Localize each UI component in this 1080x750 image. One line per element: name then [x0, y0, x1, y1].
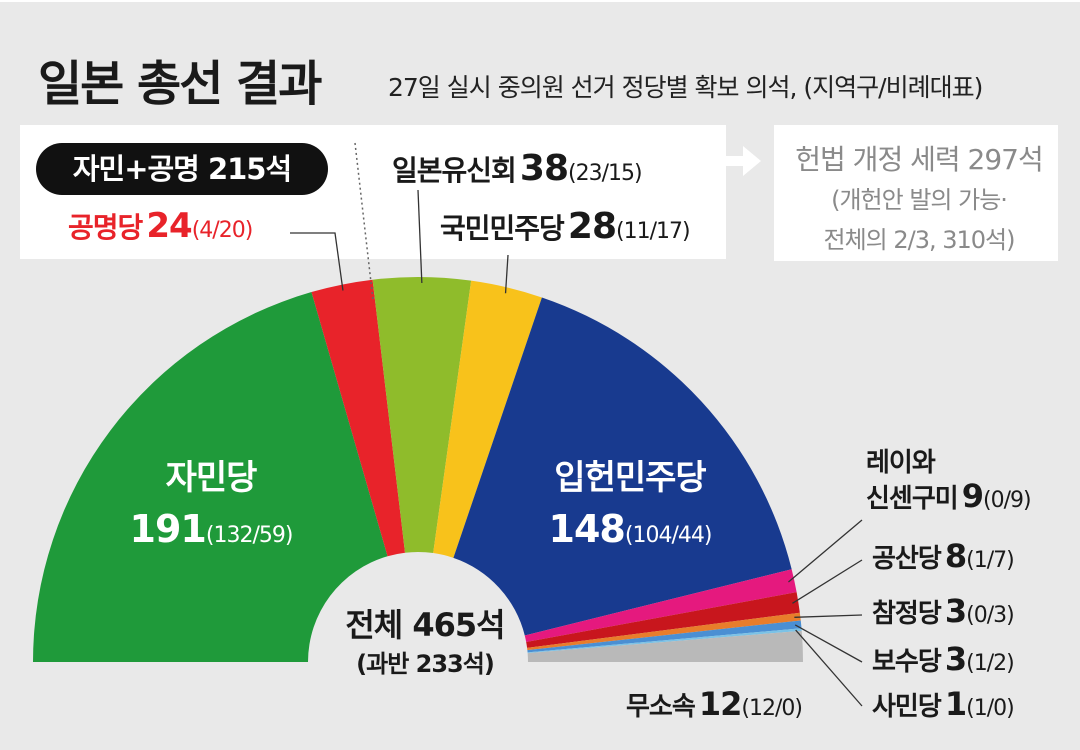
reiwa-seats: 9: [961, 477, 984, 515]
label-independent: 무소속 12(12/0): [626, 685, 803, 723]
conservative-detail: (1/2): [966, 651, 1015, 676]
coalition-badge: 자민+공명 215석: [36, 143, 328, 195]
leader-line-sdp: [795, 629, 863, 707]
center-label: 전체 465석 (과반 233석): [325, 603, 525, 681]
cdp-name: 입헌민주당: [554, 458, 706, 498]
top-border: [0, 0, 1080, 2]
seat-wedge-ldp: [33, 292, 388, 662]
leader-line-jcp: [792, 559, 863, 604]
total-seats: 전체 465석: [345, 606, 505, 644]
leader-line-ishin: [417, 189, 423, 284]
reiwa-detail: (0/9): [983, 488, 1032, 513]
independent-seats: 12: [698, 685, 743, 723]
ldp-seats: 191: [129, 507, 207, 551]
label-sdp: 사민당 1(1/0): [872, 685, 1015, 723]
jcp-detail: (1/7): [966, 548, 1015, 573]
conservative-name: 보수당: [872, 647, 942, 677]
sanseito-name: 참정당: [872, 599, 942, 629]
amendment-panel: [774, 125, 1058, 261]
independent-detail: (12/0): [741, 696, 803, 721]
amendment-line1: (개헌안 발의 가능·: [831, 186, 1008, 214]
leader-line-conservative: [794, 624, 863, 663]
seat-wedge-sdp: [527, 628, 802, 654]
label-ishin: 일본유신회 38(23/15): [392, 148, 643, 189]
reiwa-name-1: 레이와: [866, 448, 936, 478]
independent-name: 무소속: [626, 692, 696, 722]
label-komeito: 공명당 24(4/20): [68, 206, 254, 246]
cdp-seats: 148: [548, 507, 626, 551]
arrow-right-icon: [723, 146, 761, 176]
ishin-seats: 38: [519, 148, 569, 189]
label-dpfp: 국민민주당 28(11/17): [440, 206, 691, 247]
seat-wedge-dpfp: [433, 280, 542, 558]
ishin-detail: (23/15): [568, 161, 643, 186]
cdp-detail: (104/44): [624, 523, 713, 548]
label-jcp: 공산당 8(1/7): [872, 537, 1015, 575]
conservative-seats: 3: [944, 640, 967, 678]
ishin-name: 일본유신회: [392, 154, 517, 187]
leader-line-dpfp: [504, 254, 509, 294]
amendment-note: 헌법 개정 세력 297석 (개헌안 발의 가능· 전체의 2/3, 310석): [786, 140, 1052, 260]
sdp-detail: (1/0): [966, 696, 1015, 721]
seat-wedge-komeito: [311, 279, 406, 557]
sanseito-seats: 3: [944, 592, 967, 630]
ldp-name: 자민당: [165, 458, 258, 498]
seat-wedge-cdp: [453, 297, 792, 636]
label-reiwa: 신센구미 9(0/9): [866, 477, 1032, 515]
seat-wedge-ishin: [372, 277, 472, 554]
dpfp-seats: 28: [567, 206, 617, 247]
seat-wedge-sanseito: [527, 612, 801, 651]
seat-wedge-reiwa: [524, 569, 797, 643]
majority-seats: (과반 233석): [356, 650, 495, 678]
sdp-seats: 1: [944, 685, 967, 723]
komeito-name: 공명당: [68, 211, 143, 244]
seat-wedge-independent: [527, 630, 803, 662]
sdp-name: 사민당: [872, 692, 942, 722]
seat-wedge-jcp: [526, 592, 800, 648]
dpfp-name: 국민민주당: [440, 212, 565, 245]
coalition-divider: [354, 142, 374, 301]
dpfp-detail: (11/17): [616, 219, 691, 244]
sanseito-detail: (0/3): [966, 603, 1015, 628]
ldp-detail: (132/59): [205, 523, 294, 548]
leader-line-reiwa: [788, 519, 863, 583]
komeito-seats: 24: [146, 206, 192, 246]
chart-title: 일본 총선 결과: [38, 56, 322, 112]
jcp-name: 공산당: [872, 544, 942, 574]
leader-line-komeito: [290, 232, 344, 291]
label-sanseito: 참정당 3(0/3): [872, 592, 1015, 630]
label-ldp: 자민당 191(132/59): [126, 453, 296, 563]
leader-line-sanseito: [794, 614, 863, 618]
reiwa-name-2: 신센구미: [866, 484, 959, 514]
komeito-detail: (4/20): [191, 218, 254, 243]
amendment-head: 헌법 개정 세력 297석: [795, 143, 1043, 176]
label-conservative: 보수당 3(1/2): [872, 640, 1015, 678]
label-cdp: 입헌민주당 148(104/44): [520, 453, 740, 563]
amendment-line2: 전체의 2/3, 310석): [823, 226, 1015, 254]
jcp-seats: 8: [944, 537, 967, 575]
seat-wedge-conservative: [527, 620, 802, 653]
chart-subtitle: 27일 실시 중의원 선거 정당별 확보 의석, (지역구/비례대표): [388, 73, 983, 102]
